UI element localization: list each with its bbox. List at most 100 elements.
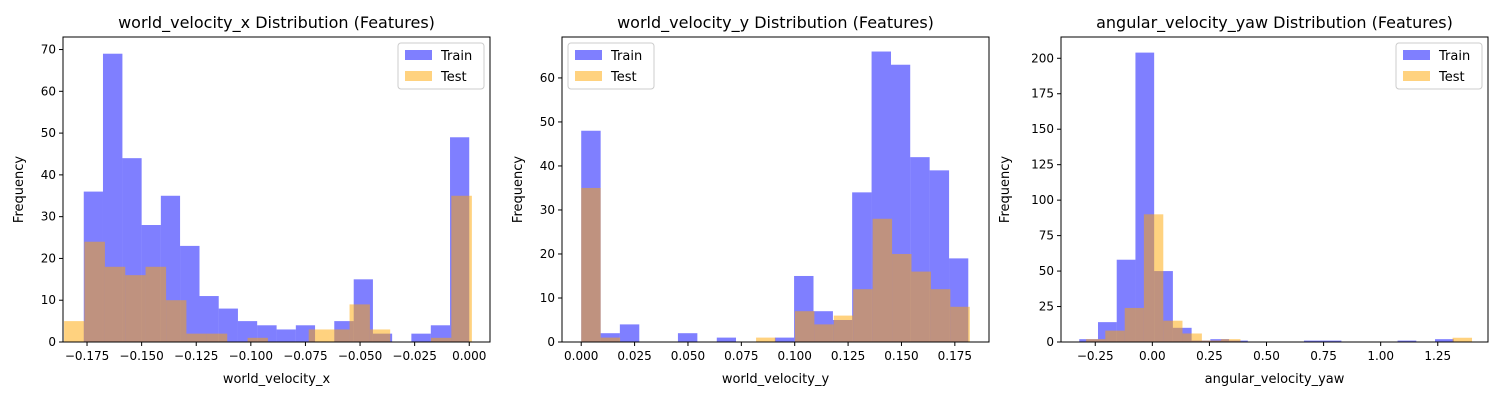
bar-train-17 [1397, 340, 1417, 342]
x-tick-label: −0.075 [283, 349, 327, 363]
x-tick-label: −0.125 [174, 349, 218, 363]
x-tick-label: 0.175 [938, 349, 972, 363]
bar-test-19 [451, 195, 472, 342]
y-tick-label: 100 [1031, 193, 1054, 207]
y-axis-label: Frequency [998, 156, 1013, 223]
x-tick-label: 0.100 [778, 349, 812, 363]
bar-train-8 [237, 321, 258, 342]
bar-test-9 [756, 337, 776, 342]
y-tick-label: 10 [540, 291, 555, 305]
y-axis-label: Frequency [511, 156, 526, 223]
bar-test-19 [950, 306, 970, 342]
bar-test-13 [329, 329, 350, 342]
bar-test-4 [145, 266, 167, 342]
bar-test-6 [1201, 340, 1222, 342]
x-tick-label: 0.00 [1139, 349, 1166, 363]
x-tick-label: 1.00 [1367, 349, 1394, 363]
x-tick-label: 1.25 [1424, 349, 1451, 363]
bar-test-18 [431, 337, 452, 342]
bar-test-5 [166, 300, 187, 342]
bar-train-19 [1435, 339, 1454, 342]
bar-test-15 [872, 218, 893, 342]
bar-test-0 [1086, 339, 1106, 342]
bar-test-3 [1143, 214, 1164, 342]
y-tick-label: 0 [547, 335, 555, 349]
y-tick-label: 0 [1046, 335, 1054, 349]
y-tick-label: 50 [540, 115, 555, 129]
axes-frame [561, 36, 990, 343]
bar-test-7 [206, 333, 228, 342]
bar-test-2 [104, 266, 126, 342]
bar-train-9 [257, 325, 277, 342]
bar-test-14 [853, 289, 873, 342]
y-tick-label: 50 [41, 126, 56, 140]
chart-title: angular_velocity_yaw Distribution (Featu… [1096, 13, 1453, 33]
x-tick-label: −0.25 [1077, 349, 1114, 363]
bar-test-2 [1124, 307, 1144, 342]
x-tick-label: 0.075 [724, 349, 758, 363]
legend: Train Test [1395, 42, 1483, 90]
bar-test-3 [125, 275, 146, 342]
x-tick-label: 0.150 [884, 349, 918, 363]
y-tick-label: 0 [48, 335, 56, 349]
chart-3: −0.25 0.00 0.25 0.50 0.75 1.00 1.25 0 25 50 75 100 1… [998, 13, 1489, 387]
x-tick-label: 0.25 [1196, 349, 1223, 363]
y-tick-label: 175 [1031, 87, 1054, 101]
y-tick-label: 30 [540, 203, 555, 217]
x-axis-label: world_velocity_y [722, 372, 830, 387]
x-axis-label: angular_velocity_yaw [1205, 372, 1345, 387]
y-tick-label: 20 [540, 247, 555, 261]
y-tick-label: 125 [1031, 158, 1054, 172]
bar-train-5 [677, 333, 698, 342]
bar-test-11 [794, 311, 815, 342]
x-tick-label: −0.050 [338, 349, 382, 363]
bar-test-0 [64, 321, 85, 342]
bar-test-6 [186, 333, 207, 342]
legend-label-train: Train [440, 49, 472, 64]
x-tick-label: −0.175 [65, 349, 109, 363]
bar-test-16 [892, 253, 912, 342]
y-tick-label: 60 [540, 71, 555, 85]
y-tick-label: 150 [1031, 122, 1054, 136]
legend: Train Test [567, 42, 655, 90]
bar-train-18 [430, 325, 451, 342]
bar-train-12 [1303, 340, 1323, 342]
y-tick-label: 40 [540, 159, 555, 173]
x-tick-label: 0.050 [671, 349, 705, 363]
series-train [1079, 52, 1454, 343]
bar-train-6 [199, 296, 219, 342]
y-tick-label: 25 [1039, 300, 1054, 314]
legend-swatch-test [575, 71, 602, 81]
chart-title: world_velocity_y Distribution (Features) [617, 13, 934, 33]
x-tick-label: 0.025 [617, 349, 651, 363]
bar-train-10 [774, 337, 795, 342]
legend: Train Test [397, 42, 485, 90]
bar-test-18 [930, 289, 951, 342]
bar-train-13 [1322, 340, 1342, 342]
y-tick-label: 40 [41, 168, 56, 182]
x-tick-label: 0.50 [1253, 349, 1280, 363]
x-tick-label: 0.000 [564, 349, 598, 363]
y-tick-label: 20 [41, 251, 56, 265]
x-tick-label: −0.100 [229, 349, 273, 363]
y-tick-label: 50 [1039, 264, 1054, 278]
legend-label-test: Test [610, 70, 637, 85]
legend-label-test: Test [440, 70, 467, 85]
bar-test-4 [1163, 320, 1183, 342]
x-tick-label: 0.000 [452, 349, 486, 363]
series-test [1086, 214, 1473, 342]
x-tick-label: −0.025 [392, 349, 436, 363]
legend-swatch-train [405, 50, 432, 60]
bar-test-12 [814, 324, 834, 342]
bar-test-17 [911, 271, 931, 342]
chart-2: 0.000 0.025 0.050 0.075 0.100 0.125 0.150 0.175… [511, 13, 990, 387]
bar-train-17 [411, 333, 431, 342]
bar-test-0 [581, 187, 601, 342]
series-test [581, 187, 970, 342]
legend-label-train: Train [610, 49, 642, 64]
bar-test-13 [833, 315, 854, 342]
bar-test-12 [308, 329, 330, 342]
y-tick-label: 75 [1039, 229, 1054, 243]
x-tick-label: 0.75 [1310, 349, 1337, 363]
